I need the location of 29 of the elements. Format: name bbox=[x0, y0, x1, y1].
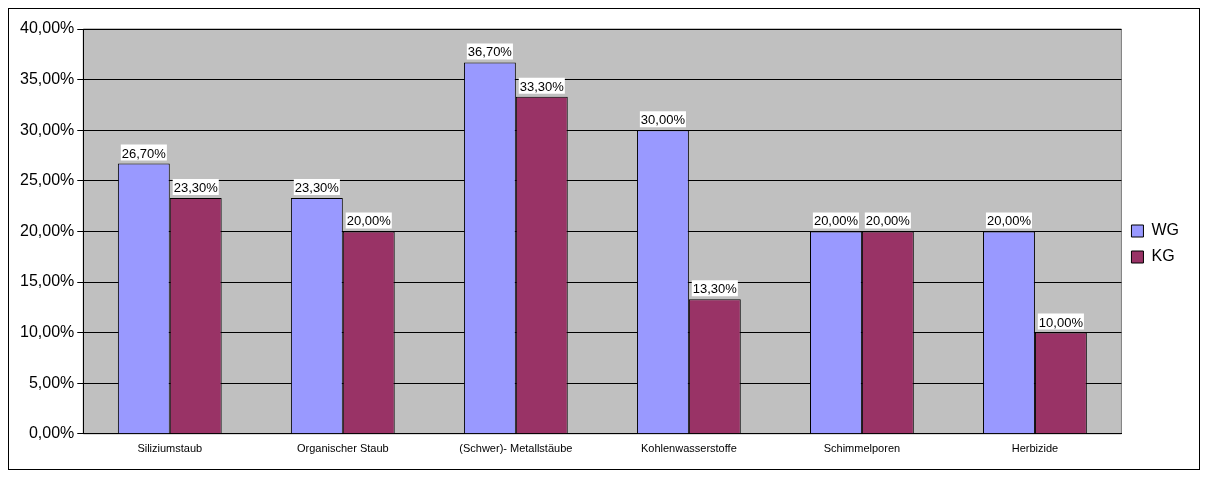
data-label: 13,30% bbox=[692, 281, 738, 297]
x-tick-label: Kohlenwasserstoffe bbox=[640, 442, 737, 455]
y-tick-label: 5,00% bbox=[28, 373, 75, 391]
data-label: 20,00% bbox=[986, 213, 1032, 229]
legend-label: KG bbox=[1151, 247, 1175, 265]
y-tick-label: 15,00% bbox=[20, 272, 75, 290]
y-tick-label: 35,00% bbox=[20, 70, 75, 88]
y-tick-label: 0,00% bbox=[28, 424, 75, 442]
data-label: 20,00% bbox=[346, 213, 392, 229]
data-label: 23,30% bbox=[294, 180, 340, 196]
x-tick-label: (Schwer)- Metallstäube bbox=[459, 442, 573, 455]
data-label: 26,70% bbox=[121, 145, 167, 161]
legend-label: WG bbox=[1151, 221, 1179, 239]
data-label: 10,00% bbox=[1038, 314, 1084, 330]
data-label: 30,00% bbox=[640, 112, 686, 128]
x-tick-label: Organischer Staub bbox=[296, 442, 389, 455]
y-tick-label: 10,00% bbox=[20, 323, 75, 341]
data-label: 23,30% bbox=[173, 180, 219, 196]
y-tick-label: 40,00% bbox=[20, 19, 75, 37]
data-label: 20,00% bbox=[813, 213, 859, 229]
x-tick-label: Schimmelporen bbox=[823, 442, 901, 455]
data-label: 33,30% bbox=[519, 78, 565, 94]
y-tick-label: 30,00% bbox=[20, 120, 75, 138]
x-tick-label: Siliziumstaub bbox=[137, 442, 203, 455]
data-label: 36,70% bbox=[467, 44, 513, 60]
y-tick-label: 25,00% bbox=[20, 171, 75, 189]
x-tick-label: Herbizide bbox=[1011, 442, 1059, 455]
y-tick-label: 20,00% bbox=[20, 221, 75, 239]
data-label: 20,00% bbox=[865, 213, 911, 229]
